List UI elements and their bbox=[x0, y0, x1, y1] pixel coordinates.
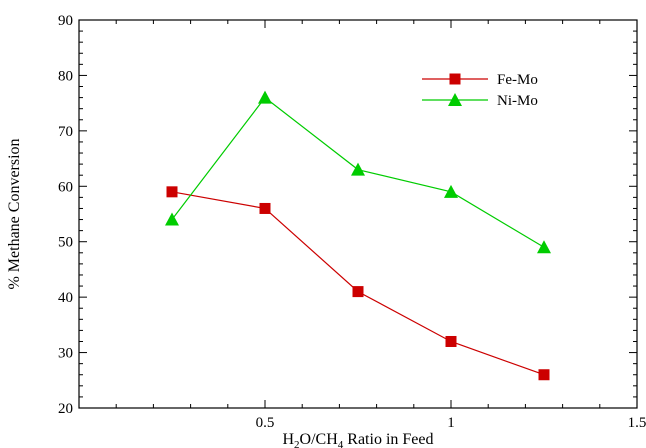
triangle-marker bbox=[444, 184, 458, 198]
square-marker bbox=[352, 286, 364, 298]
legend-item-ni-mo: Ni-Mo bbox=[422, 93, 538, 109]
series-line bbox=[171, 191, 545, 376]
legend: Fe-Mo Ni-Mo bbox=[422, 72, 538, 109]
series-ni-mo bbox=[165, 90, 551, 254]
axis-ticks bbox=[79, 20, 637, 408]
triangle-marker bbox=[448, 93, 462, 106]
series-fe-mo bbox=[166, 186, 550, 381]
y-tick-label: 40 bbox=[58, 290, 73, 306]
y-tick-label: 20 bbox=[58, 401, 73, 417]
square-marker bbox=[538, 369, 550, 381]
plot-area-frame bbox=[78, 19, 638, 409]
square-marker bbox=[166, 186, 178, 198]
legend-label: Ni-Mo bbox=[497, 93, 538, 109]
triangle-marker bbox=[351, 162, 365, 176]
y-tick-label: 60 bbox=[58, 179, 73, 195]
axis-tick-labels: 20 30 40 50 60 70 80 90 0.5 1 1.5 bbox=[58, 13, 646, 431]
y-axis-label: % Methane Conversion bbox=[6, 138, 23, 289]
x-tick-label: 1 bbox=[447, 415, 455, 431]
y-tick-label: 90 bbox=[58, 13, 73, 29]
series-layer bbox=[165, 90, 551, 381]
square-marker bbox=[445, 335, 457, 347]
y-tick-label: 50 bbox=[58, 235, 73, 251]
legend-label: Fe-Mo bbox=[497, 72, 538, 88]
legend-item-fe-mo: Fe-Mo bbox=[422, 72, 538, 88]
y-tick-label: 30 bbox=[58, 346, 73, 362]
triangle-marker bbox=[165, 212, 179, 226]
x-axis-label: H2O/CH4 Ratio in Feed bbox=[282, 431, 433, 448]
triangle-marker bbox=[537, 240, 551, 254]
y-tick-label: 80 bbox=[58, 68, 73, 84]
x-tick-label: 0.5 bbox=[256, 415, 275, 431]
y-tick-label: 70 bbox=[58, 124, 73, 140]
square-marker bbox=[449, 73, 461, 85]
square-marker bbox=[259, 202, 271, 214]
triangle-marker bbox=[258, 90, 272, 104]
x-tick-label: 1.5 bbox=[628, 415, 646, 431]
